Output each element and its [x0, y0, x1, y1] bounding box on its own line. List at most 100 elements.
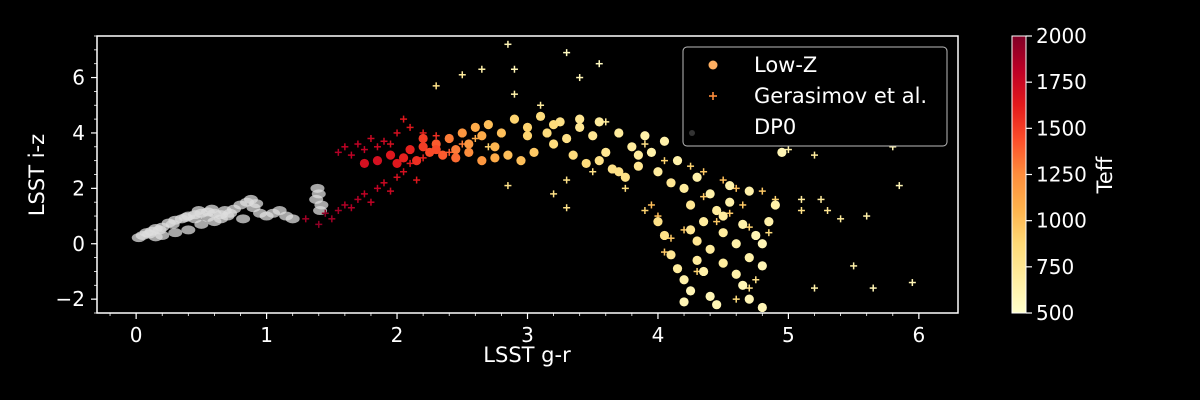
series-dp0 — [131, 183, 329, 243]
gerasimov-point — [478, 65, 486, 73]
low-z-point — [548, 120, 559, 130]
low-z-point — [633, 161, 643, 171]
colorbar-ticks: 500 750 1000 1250 1500 1750 2000 — [1026, 24, 1087, 325]
dp0-point — [191, 206, 206, 216]
gerasimov-point — [347, 204, 355, 212]
legend-marker-gerasimov — [709, 92, 717, 100]
gerasimov-point — [432, 82, 440, 90]
x-tick-label: 6 — [912, 323, 925, 347]
gerasimov-point — [432, 132, 440, 140]
gerasimov-point — [367, 134, 375, 142]
low-z-point — [575, 114, 585, 124]
low-z-point — [679, 183, 689, 193]
low-z-point — [359, 158, 370, 169]
low-z-point — [757, 302, 767, 313]
gerasimov-point — [758, 187, 766, 195]
gerasimov-point — [817, 195, 825, 203]
gerasimov-point — [354, 195, 362, 203]
gerasimov-point — [510, 90, 518, 98]
gerasimov-point — [510, 65, 518, 73]
low-z-point — [777, 147, 787, 157]
legend-label-low-z: Low-Z — [754, 53, 817, 77]
colorbar-tick-label: 1750 — [1036, 70, 1087, 94]
legend: Low-Z Gerasimov et al. DP0 — [682, 46, 948, 147]
low-z-point — [594, 156, 604, 166]
low-z-point — [542, 128, 552, 138]
x-tick-label: 1 — [260, 323, 273, 347]
legend-label-dp0: DP0 — [754, 115, 796, 139]
gerasimov-point — [504, 182, 512, 190]
gerasimov-point — [504, 40, 512, 48]
gerasimov-point — [380, 179, 388, 187]
x-tick-label: 5 — [782, 323, 795, 347]
low-z-point — [522, 122, 533, 133]
data-points — [131, 40, 916, 313]
colorbar-tick-label: 1000 — [1036, 209, 1087, 233]
low-z-point — [562, 133, 572, 144]
gerasimov-point — [752, 276, 760, 284]
dp0-point — [168, 228, 183, 238]
axes: 0 1 2 3 4 5 6 −2 0 2 4 6 — [56, 35, 925, 347]
gerasimov-point — [700, 193, 708, 201]
gerasimov-point — [732, 184, 740, 192]
y-tick-label: 6 — [72, 66, 85, 90]
gerasimov-point — [406, 159, 414, 167]
gerasimov-point — [660, 157, 668, 165]
low-z-point — [718, 258, 728, 268]
low-z-point — [738, 280, 748, 290]
low-z-point — [770, 200, 780, 210]
dp0-point — [200, 212, 215, 222]
low-z-point — [744, 186, 754, 196]
gerasimov-point — [811, 284, 818, 292]
low-z-point — [757, 239, 767, 249]
gerasimov-point — [647, 201, 655, 209]
gerasimov-point — [863, 212, 871, 220]
gerasimov-point — [850, 262, 858, 270]
gerasimov-point — [334, 148, 342, 156]
gerasimov-point — [419, 154, 427, 162]
gerasimov-point — [719, 176, 727, 184]
gerasimov-point — [726, 209, 734, 217]
legend-marker-dp0 — [689, 130, 695, 136]
low-z-point — [738, 219, 748, 229]
low-z-point — [633, 150, 643, 160]
low-z-point — [685, 225, 696, 235]
dp0-point — [148, 232, 163, 242]
gerasimov-point — [713, 218, 721, 226]
x-tick-label: 0 — [130, 323, 143, 347]
low-z-point — [718, 211, 728, 221]
gerasimov-point — [563, 176, 571, 184]
low-z-point — [725, 180, 735, 191]
gerasimov-point — [413, 176, 421, 184]
low-z-point — [666, 250, 676, 260]
low-z-point — [496, 128, 507, 138]
legend-marker-low-z — [708, 60, 718, 70]
gerasimov-point — [621, 184, 629, 192]
gerasimov-point — [732, 295, 740, 303]
colorbar-gradient — [1011, 35, 1027, 314]
dp0-point — [187, 214, 202, 224]
x-tick-label: 4 — [652, 323, 665, 347]
y-tick-label: 4 — [72, 121, 85, 145]
gerasimov-point — [321, 209, 329, 217]
gerasimov-point — [387, 140, 395, 148]
gerasimov-point — [334, 207, 342, 215]
low-z-point — [477, 131, 487, 141]
gerasimov-point — [406, 123, 414, 131]
low-z-point — [640, 131, 650, 141]
gerasimov-point — [550, 190, 558, 198]
colorbar-tick-label: 500 — [1036, 301, 1074, 325]
gerasimov-point — [824, 207, 832, 215]
gerasimov-point — [641, 140, 649, 148]
low-z-point — [490, 142, 500, 152]
low-z-point — [653, 167, 663, 177]
low-z-point — [705, 291, 715, 301]
low-z-point — [412, 156, 422, 166]
gerasimov-point — [393, 173, 401, 181]
low-z-point — [438, 150, 448, 160]
gerasimov-point — [354, 140, 362, 148]
low-z-point — [594, 117, 604, 127]
low-z-point — [731, 239, 741, 249]
gerasimov-point — [595, 60, 603, 68]
